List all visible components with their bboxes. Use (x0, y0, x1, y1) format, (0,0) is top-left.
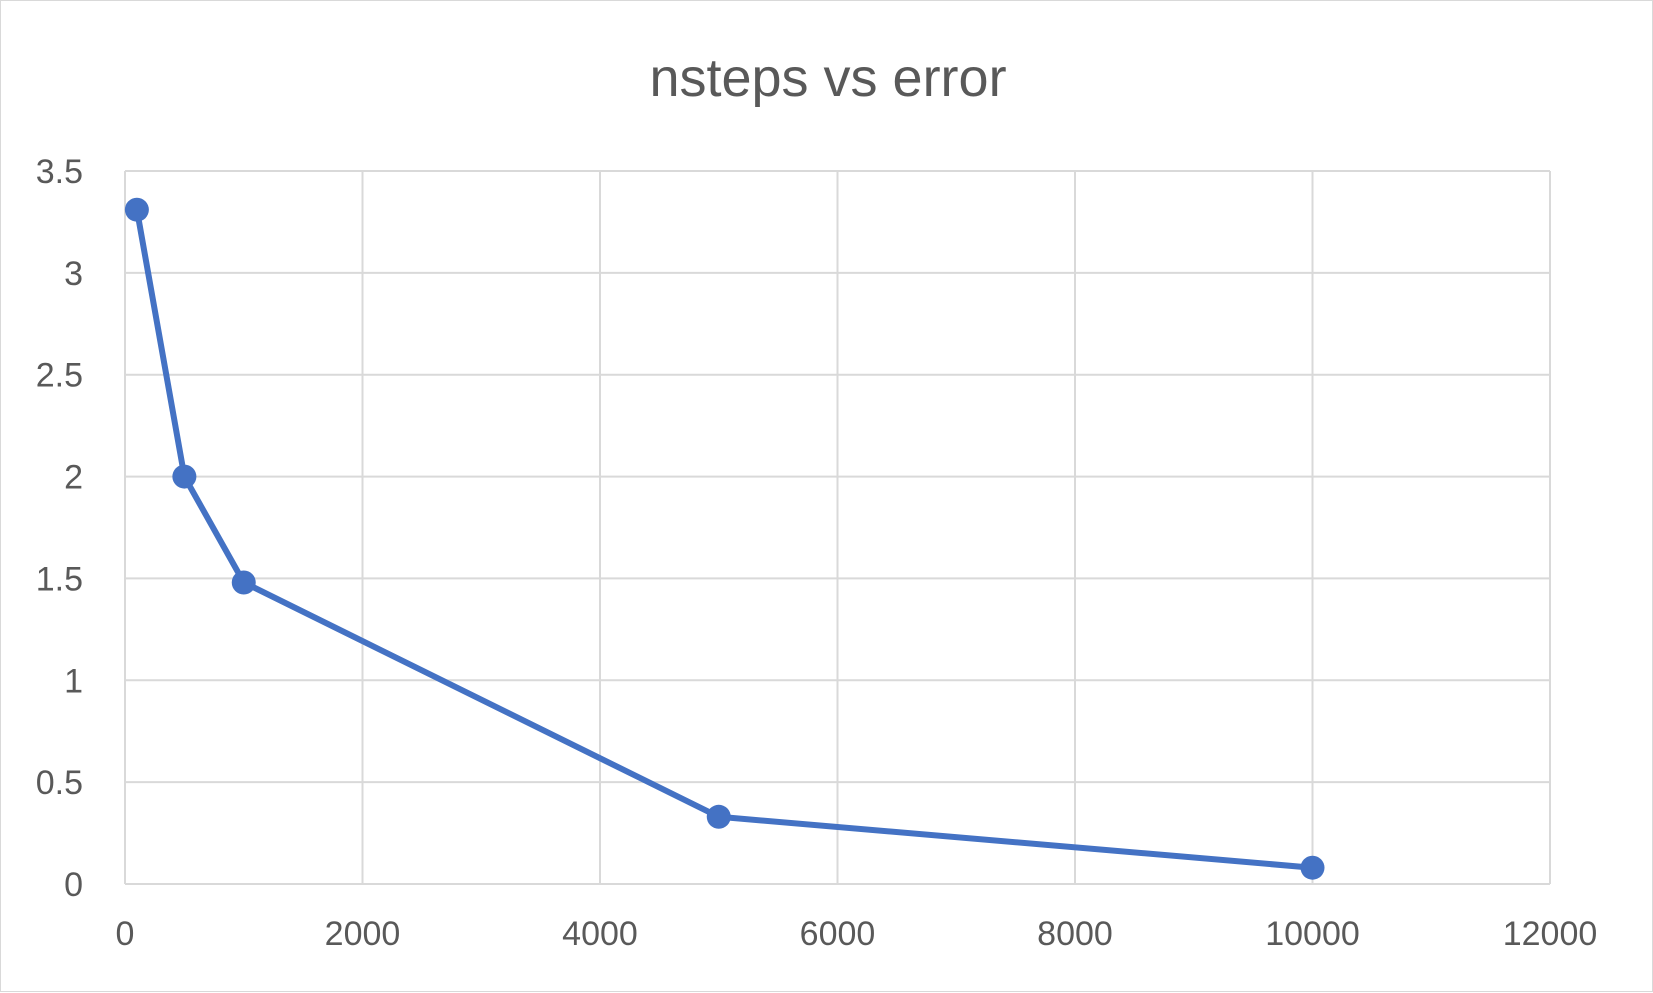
data-point (172, 464, 197, 489)
data-point (231, 570, 256, 595)
y-tick-label: 2.5 (36, 357, 83, 395)
y-tick-label: 1 (64, 662, 83, 700)
data-point (1300, 855, 1325, 880)
x-tick-label: 2000 (325, 915, 401, 953)
x-tick-label: 0 (116, 915, 135, 953)
y-tick-label: 0.5 (36, 764, 83, 802)
y-tick-label: 1.5 (36, 560, 83, 598)
series-line (133, 209, 1313, 871)
y-tick-label: 3.5 (36, 153, 83, 191)
x-tick-label: 8000 (1037, 915, 1113, 953)
x-tick-label: 6000 (800, 915, 876, 953)
series-layer (124, 197, 1325, 880)
y-tick-label: 2 (64, 459, 83, 497)
y-tick-label: 0 (64, 866, 83, 904)
x-tick-label: 12000 (1503, 915, 1598, 953)
data-point (706, 804, 731, 829)
x-tick-label: 10000 (1265, 915, 1360, 953)
x-axis-tick-labels: 0 2000 4000 6000 8000 10000 12000 (116, 915, 1598, 953)
grid (124, 170, 1551, 885)
data-point (124, 197, 149, 222)
y-axis-tick-labels: 0 0.5 1 1.5 2 2.5 3 3.5 (36, 153, 83, 904)
x-tick-label: 4000 (562, 915, 638, 953)
y-tick-label: 3 (64, 255, 83, 293)
chart-title: nsteps vs error (649, 48, 1006, 108)
